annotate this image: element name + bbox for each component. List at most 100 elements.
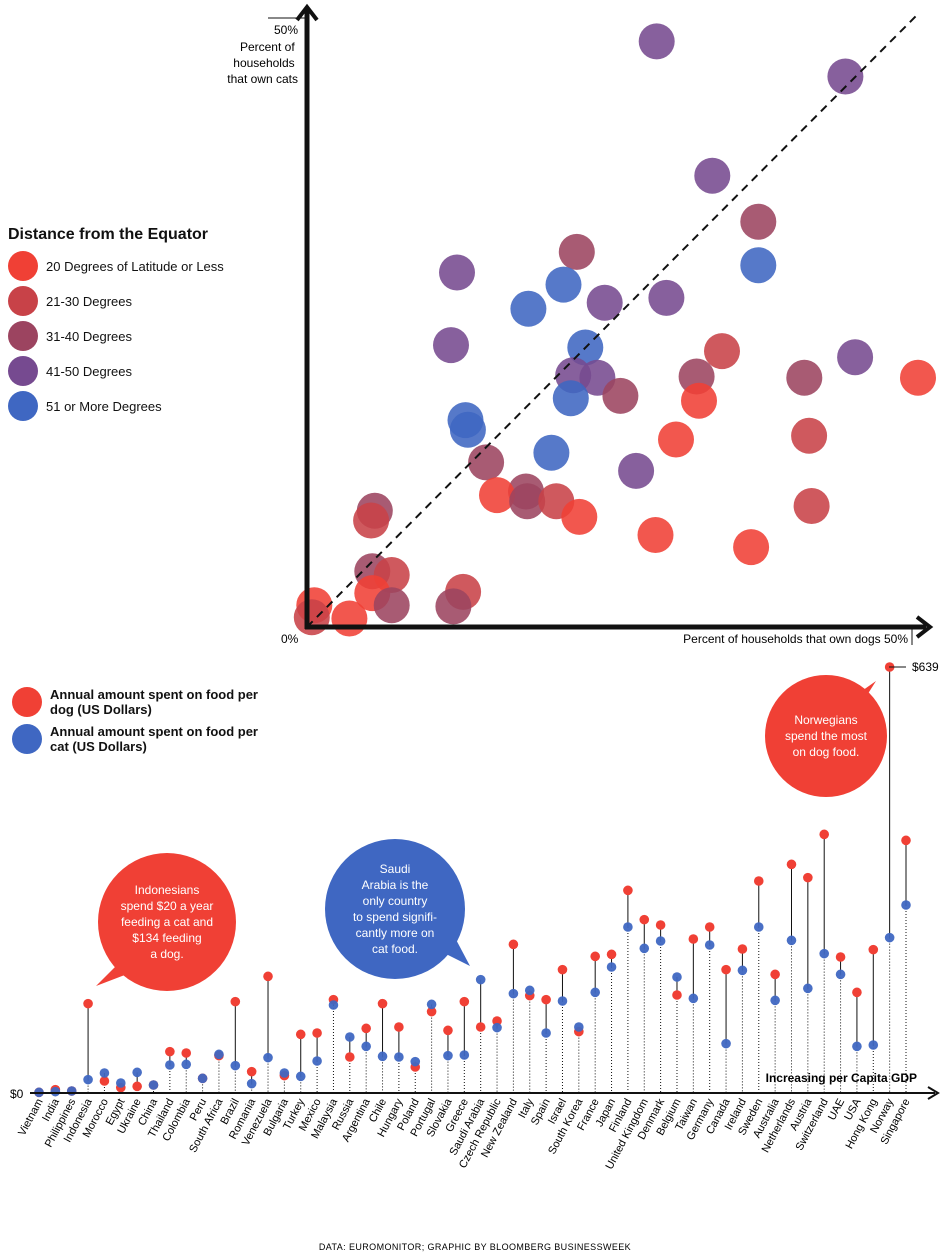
cat-spend-dot xyxy=(66,1086,77,1096)
y-axis-title-line: that own cats xyxy=(227,72,298,86)
cat-spend-dot xyxy=(590,987,600,998)
legend-label: 51 or More Degrees xyxy=(46,398,162,414)
y-axis-title: Percent of households that own cats xyxy=(227,40,298,86)
callout-line: spend $20 a year xyxy=(121,899,214,913)
cat-spend-dot xyxy=(459,1050,470,1060)
diagonal-reference-line xyxy=(306,13,919,628)
legend-swatch xyxy=(8,251,38,281)
cat-spend-dot xyxy=(312,1056,322,1066)
dot-range-markers xyxy=(34,662,911,1098)
y-axis-arrow xyxy=(295,3,319,22)
legend-item-lat_41_50: 41-50 Degrees xyxy=(8,356,132,386)
dog-spend-dot xyxy=(99,1076,110,1086)
scatter-point xyxy=(791,417,828,454)
scatter-point xyxy=(681,382,717,419)
scatter-point xyxy=(435,588,472,625)
max-value-label: $639 xyxy=(912,660,939,674)
gdp-axis-title: Increasing per Capita GDP xyxy=(766,1071,917,1085)
scatter-point xyxy=(468,444,505,481)
dog-spend-dot xyxy=(312,1028,322,1038)
cat-spend-dot xyxy=(852,1041,862,1052)
norway-callout-text: Norwegians spend the most on dog food. xyxy=(785,713,868,759)
scatter-point xyxy=(586,284,623,321)
cat-spend-dot xyxy=(884,932,895,943)
scatter-point xyxy=(561,498,598,535)
cat-spend-dot xyxy=(688,993,699,1004)
dog-spend-dot xyxy=(426,1006,437,1017)
cat-spend-dot xyxy=(230,1060,241,1071)
legend-label: Annual amount spent on food per cat (US … xyxy=(50,724,258,754)
cat-spend-dot xyxy=(475,974,486,985)
dog-spend-dot xyxy=(590,951,600,962)
callouts: Norwegians spend the most on dog food. Ind… xyxy=(96,675,887,991)
scatter-point xyxy=(786,359,823,396)
dog-spend-dot xyxy=(623,885,633,896)
cat-spend-dot xyxy=(492,1022,502,1033)
dog-spend-dot xyxy=(557,964,568,975)
scatter-point xyxy=(658,421,694,458)
cat-spend-dot xyxy=(263,1052,273,1063)
y-axis-title-line: Percent of xyxy=(240,40,295,54)
cat-spend-dot xyxy=(361,1041,371,1052)
legend-label: 21-30 Degrees xyxy=(46,293,132,309)
scatter-point xyxy=(733,529,770,566)
legend-swatch xyxy=(12,724,42,754)
scatter-point xyxy=(618,452,655,489)
dog-spend-dot xyxy=(606,949,617,960)
legend-item-lat_21_30: 21-30 Degrees xyxy=(8,286,132,316)
saudi-callout-text: Saudi Arabia is the only country to spend s… xyxy=(353,862,437,956)
cat-spend-dot xyxy=(508,988,519,999)
callout-line: on dog food. xyxy=(793,745,860,759)
cat-spend-dot xyxy=(99,1068,110,1078)
scatter-point xyxy=(740,203,777,240)
legend-item-cat: Annual amount spent on food per cat (US … xyxy=(12,724,265,754)
cat-spend-dot xyxy=(115,1078,126,1088)
dog-spend-dot xyxy=(492,1016,502,1026)
dog-spend-dot xyxy=(803,872,813,883)
dog-spend-dot xyxy=(786,859,797,870)
scatter-point xyxy=(638,23,675,60)
cat-spend-dot xyxy=(214,1049,224,1060)
dog-spend-dot xyxy=(443,1025,453,1036)
cat-spend-dot xyxy=(721,1038,731,1049)
scatter-point xyxy=(479,477,515,514)
cat-spend-dot xyxy=(328,1000,339,1010)
scatter-point xyxy=(545,266,582,303)
dog-spend-dot xyxy=(721,964,731,975)
scatter-point xyxy=(740,247,777,284)
scatter-point xyxy=(837,339,874,376)
callout-line: cantly more on xyxy=(356,926,435,940)
dog-spend-dot xyxy=(541,994,551,1005)
cat-spend-dot xyxy=(606,962,617,972)
legend-item-lat_le20: 20 Degrees of Latitude or Less xyxy=(8,251,224,281)
callout-line: a dog. xyxy=(150,947,183,961)
dog-spend-dot xyxy=(230,996,241,1007)
cat-spend-dot xyxy=(639,943,650,954)
x-axis-arrow xyxy=(915,615,934,639)
dog-spend-dot xyxy=(263,971,273,982)
legend-label: 20 Degrees of Latitude or Less xyxy=(46,258,224,274)
scatter-point xyxy=(509,483,546,520)
cat-spend-dot xyxy=(753,922,764,932)
legend-swatch xyxy=(8,321,38,351)
scatter-point xyxy=(648,279,685,316)
scatter-point xyxy=(331,600,368,637)
legend-swatch xyxy=(8,356,38,386)
callout-line: Saudi xyxy=(380,862,411,876)
scatter-point xyxy=(439,254,475,291)
country-labels: VietnamIndiaPhilippinesIndonesiaMoroccoE… xyxy=(16,1096,912,1172)
gdp-axis-arrow xyxy=(927,1086,940,1100)
scatter-point xyxy=(293,599,330,636)
dog-spend-dot xyxy=(672,990,682,1000)
cat-spend-dot xyxy=(557,996,568,1006)
dog-spend-dot xyxy=(704,922,715,932)
scatter-point xyxy=(373,587,410,624)
indonesia-callout-text: Indonesians spend $20 a year feeding a cat… xyxy=(121,883,214,961)
saudi-callout-bubble xyxy=(325,839,465,979)
scatter-point xyxy=(558,233,595,270)
callout-line: only country xyxy=(363,894,428,908)
x-axis-title: Percent of households that own dogs 50% xyxy=(683,632,908,646)
dog-spend-dot xyxy=(508,939,519,950)
scatter-point xyxy=(552,380,589,417)
